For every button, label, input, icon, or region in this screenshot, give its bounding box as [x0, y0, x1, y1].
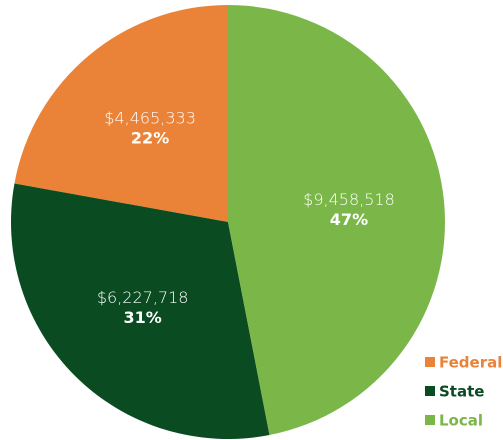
pie-slice — [228, 5, 445, 435]
pie-slice — [11, 183, 270, 439]
legend-label: State — [439, 383, 484, 401]
slice-percent: 22% — [131, 128, 169, 147]
legend-swatch — [425, 386, 435, 396]
slice-amount: $9,458,518 — [303, 190, 395, 209]
slice-percent: 31% — [124, 308, 162, 327]
slice-amount: $6,227,718 — [97, 288, 189, 307]
legend-label: Local — [439, 412, 483, 430]
slice-percent: 47% — [330, 210, 368, 229]
legend-swatch — [425, 415, 435, 425]
pie-slice — [14, 5, 228, 222]
legend-swatch — [425, 357, 435, 367]
legend-label: Federal — [439, 354, 502, 372]
slice-amount: $4,465,333 — [104, 108, 196, 127]
